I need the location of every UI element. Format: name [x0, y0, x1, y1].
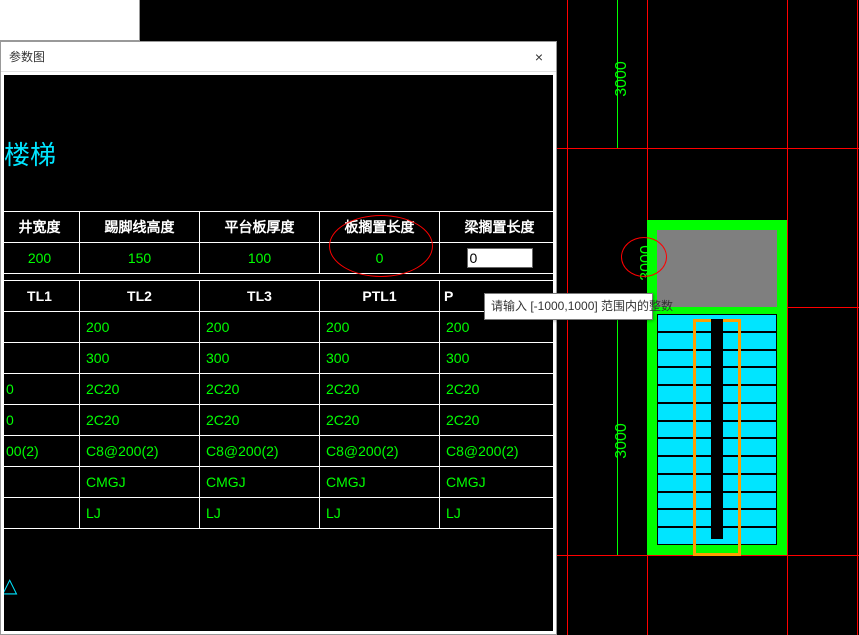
beam-cell[interactable]: 2C20: [440, 405, 554, 436]
beam-header: TL1: [4, 281, 80, 312]
dialog-title: 参数图: [1, 42, 556, 72]
beam-cell[interactable]: [4, 312, 80, 343]
dim-line: [617, 307, 618, 555]
corner-glyph: △: [4, 573, 17, 598]
parameter-dialog: 参数图 × 楼梯 井宽度 踢脚线高度 平台板厚度 板搁置长度 梁搁置长度 200…: [0, 41, 557, 635]
beam-cell[interactable]: 300: [440, 343, 554, 374]
beam-cell[interactable]: 2C20: [200, 405, 320, 436]
validation-tooltip: 请输入 [-1000,1000] 范围内的整数: [484, 293, 653, 320]
beam-cell[interactable]: 2C20: [80, 405, 200, 436]
beam-cell[interactable]: 2C20: [440, 374, 554, 405]
beam-cell[interactable]: C8@200(2): [200, 436, 320, 467]
beam-length-input[interactable]: [467, 248, 533, 268]
beam-cell[interactable]: [4, 343, 80, 374]
param-table: 井宽度 踢脚线高度 平台板厚度 板搁置长度 梁搁置长度 200 150 100 …: [4, 211, 553, 274]
beam-header: TL3: [200, 281, 320, 312]
stair-gap: [711, 319, 723, 539]
beam-cell[interactable]: 0: [4, 374, 80, 405]
param-header: 梁搁置长度: [440, 212, 554, 243]
beam-cell[interactable]: CMGJ: [200, 467, 320, 498]
beam-cell[interactable]: C8@200(2): [80, 436, 200, 467]
beam-cell[interactable]: 0: [4, 405, 80, 436]
beam-cell[interactable]: LJ: [320, 498, 440, 529]
close-button[interactable]: ×: [528, 46, 550, 68]
beam-cell[interactable]: LJ: [200, 498, 320, 529]
param-cell[interactable]: 100: [200, 243, 320, 274]
beam-cell[interactable]: C8@200(2): [320, 436, 440, 467]
beam-cell[interactable]: 300: [320, 343, 440, 374]
beam-cell[interactable]: 2C20: [320, 374, 440, 405]
beam-cell[interactable]: 300: [80, 343, 200, 374]
dimension-label: 3000: [613, 61, 631, 97]
param-header: 踢脚线高度: [80, 212, 200, 243]
beam-cell[interactable]: [4, 467, 80, 498]
param-header: 井宽度: [4, 212, 80, 243]
beam-cell[interactable]: [4, 498, 80, 529]
beam-cell[interactable]: 2C20: [80, 374, 200, 405]
beam-cell[interactable]: LJ: [440, 498, 554, 529]
beam-header: TL2: [80, 281, 200, 312]
dialog-body: 楼梯 井宽度 踢脚线高度 平台板厚度 板搁置长度 梁搁置长度 200 150 1…: [4, 75, 553, 631]
param-cell[interactable]: 150: [80, 243, 200, 274]
beam-cell[interactable]: 2C20: [200, 374, 320, 405]
beam-cell[interactable]: 200: [200, 312, 320, 343]
beam-cell[interactable]: CMGJ: [80, 467, 200, 498]
beam-table: TL1 TL2 TL3 PTL1 P 200 200 200 200 300 3…: [4, 280, 553, 529]
param-header: 平台板厚度: [200, 212, 320, 243]
param-cell[interactable]: 200: [4, 243, 80, 274]
beam-cell[interactable]: 300: [200, 343, 320, 374]
beam-cell[interactable]: 2C20: [320, 405, 440, 436]
highlight-circle: [329, 215, 433, 277]
grid-line-v: [857, 0, 858, 635]
grid-line-v: [787, 0, 788, 635]
beam-cell[interactable]: 200: [80, 312, 200, 343]
stair-inner: [657, 230, 777, 307]
beam-cell[interactable]: LJ: [80, 498, 200, 529]
highlight-circle: [621, 237, 667, 277]
window-frame-top: [0, 0, 140, 41]
param-input-cell: [440, 243, 554, 274]
beam-cell[interactable]: 200: [320, 312, 440, 343]
beam-cell[interactable]: CMGJ: [440, 467, 554, 498]
beam-cell[interactable]: CMGJ: [320, 467, 440, 498]
dimension-label: 3000: [613, 423, 631, 459]
dim-line: [617, 0, 618, 148]
beam-cell[interactable]: 00(2): [4, 436, 80, 467]
beam-header: PTL1: [320, 281, 440, 312]
beam-cell[interactable]: C8@200(2): [440, 436, 554, 467]
stair-heading: 楼梯: [4, 135, 56, 172]
